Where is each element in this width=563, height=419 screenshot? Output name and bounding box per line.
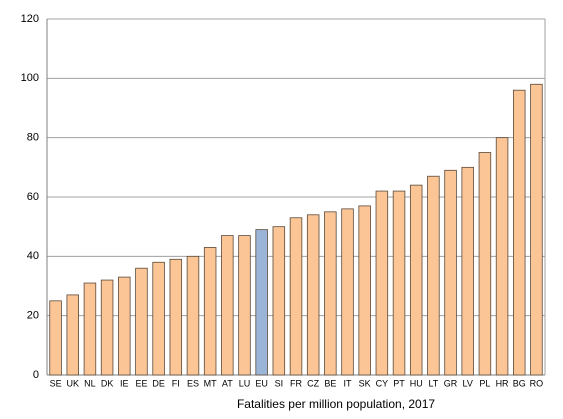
x-tick-label: LT (428, 378, 438, 388)
bar (306, 214, 320, 376)
bar (289, 217, 303, 376)
y-tick-label: 40 (27, 250, 39, 262)
y-tick-label: 60 (27, 191, 39, 203)
bar (221, 235, 234, 376)
bar (341, 208, 354, 376)
y-tick-label: 0 (33, 369, 39, 381)
x-tick-label: RO (530, 378, 544, 388)
y-tick-label: 100 (21, 72, 39, 84)
bar (118, 276, 131, 376)
x-tick-label: IE (120, 378, 129, 388)
x-tick-label: MT (204, 378, 217, 388)
bar (409, 184, 423, 376)
x-tick-label: SK (359, 378, 371, 388)
bar (324, 211, 337, 376)
x-tick-label: SE (50, 378, 62, 388)
x-tick-label: AT (222, 378, 233, 388)
bar (203, 247, 217, 376)
bar (513, 89, 526, 376)
x-tick-label: EU (255, 378, 268, 388)
x-tick-label: PL (479, 378, 490, 388)
x-tick-label: LU (239, 378, 251, 388)
bar (66, 294, 79, 376)
x-tick-label: DK (101, 378, 114, 388)
bar (152, 261, 165, 376)
bar (135, 267, 148, 376)
x-tick-label: PT (393, 378, 405, 388)
x-tick-label: BE (324, 378, 336, 388)
x-axis-label: Fatalities per million population, 2017 (237, 397, 435, 411)
x-tick-label: IT (344, 378, 353, 388)
x-tick-label: HR (496, 378, 509, 388)
bar (186, 255, 200, 376)
y-tick-label: 20 (27, 310, 39, 322)
x-tick-label: DE (152, 378, 165, 388)
x-tick-label: LV (463, 378, 473, 388)
bar (444, 169, 457, 376)
bar (375, 190, 389, 376)
x-tick-label: ES (187, 378, 199, 388)
bar (392, 190, 406, 376)
x-tick-label: SI (275, 378, 284, 388)
x-tick-label: CY (376, 378, 389, 388)
x-tick-label: BG (513, 378, 526, 388)
x-tick-label: EE (135, 378, 147, 388)
bar (49, 300, 62, 376)
bar (83, 282, 97, 376)
bar (495, 137, 509, 376)
y-tick-label: 120 (21, 13, 39, 25)
bar (272, 226, 286, 376)
bar (461, 166, 474, 376)
x-tick-label: NL (84, 378, 96, 388)
x-tick-label: UK (67, 378, 80, 388)
x-tick-label: CZ (307, 378, 319, 388)
x-tick-label: FR (290, 378, 302, 388)
bar (358, 205, 371, 376)
x-tick-label: HU (410, 378, 423, 388)
x-tick-label: FI (172, 378, 180, 388)
bar (530, 83, 543, 376)
bar (100, 279, 114, 376)
bar (169, 258, 183, 376)
bar (427, 175, 440, 376)
x-tick-label: GR (444, 378, 458, 388)
y-tick-label: 80 (27, 132, 39, 144)
bar (238, 235, 251, 376)
bar (478, 152, 492, 376)
bar (255, 229, 268, 376)
